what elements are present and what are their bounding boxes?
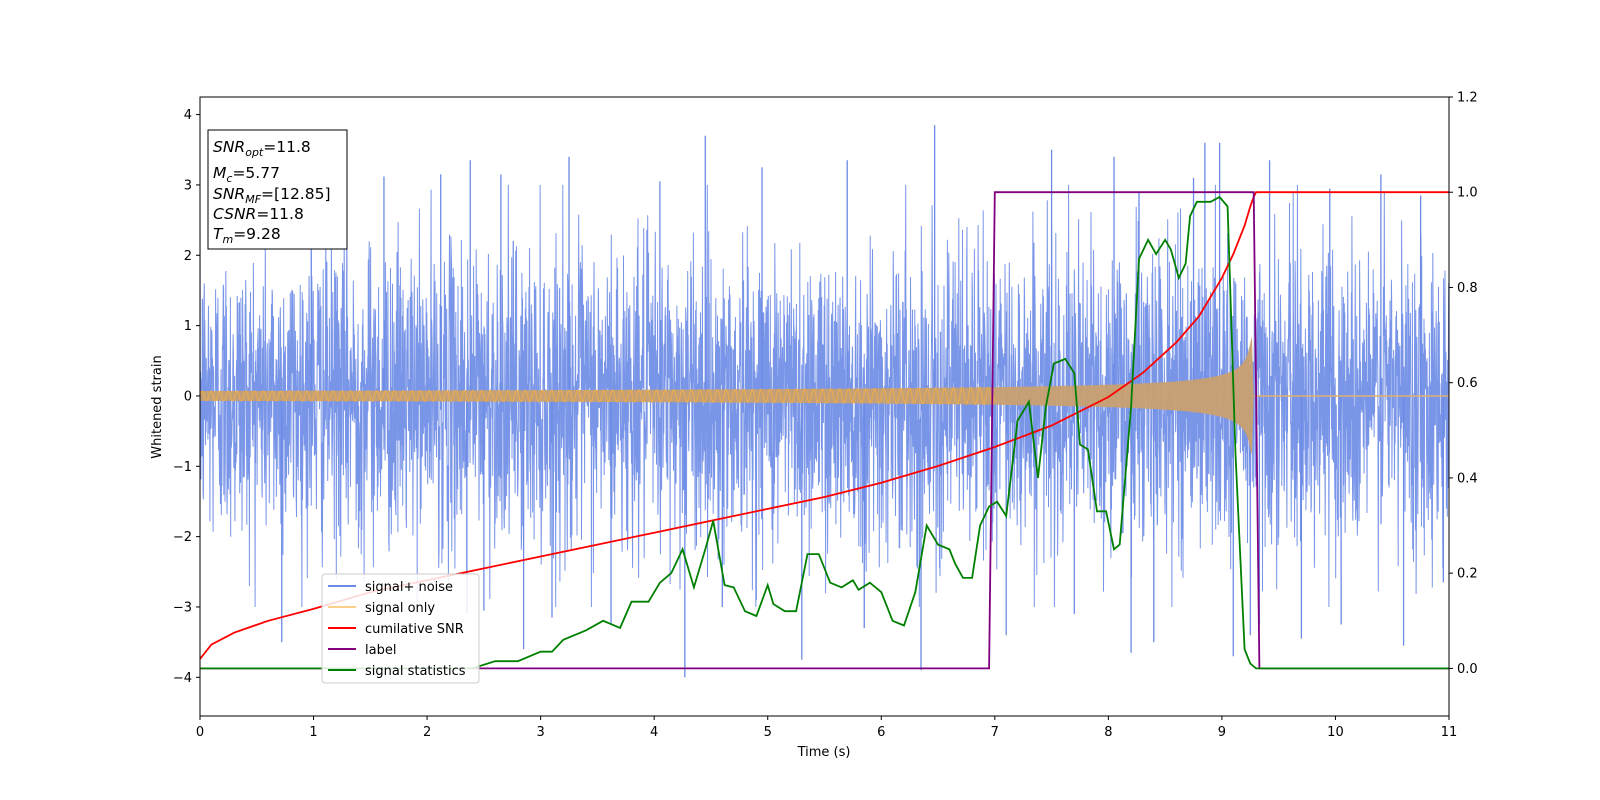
y2-tick-label: 0.4 <box>1457 471 1478 486</box>
y-tick-label: 4 <box>184 108 192 123</box>
svg-text:signal only: signal only <box>365 601 435 616</box>
y2-tick-label: 0.0 <box>1457 662 1478 677</box>
info-snr-opt: SNRopt=11.8 <box>213 138 311 159</box>
x-axis-label: Time (s) <box>797 745 851 760</box>
x-tick-label: 3 <box>536 725 544 740</box>
info-tm: Tm=9.28 <box>213 225 281 246</box>
chirp-envelope <box>200 336 1254 456</box>
series-signal-statistics <box>200 195 1449 670</box>
y2-axis-ticks: 1.2 1.0 0.8 0.6 0.4 0.2 0.0 <box>1449 91 1478 677</box>
y2-tick-label: 0.6 <box>1457 376 1478 391</box>
y-tick-label: −1 <box>173 460 192 475</box>
x-tick-label: 7 <box>991 725 999 740</box>
y-tick-label: 1 <box>184 319 192 334</box>
legend-item-cumilative-snr: cumilative SNR <box>328 622 464 637</box>
info-mc: Mc=5.77 <box>213 164 280 185</box>
info-snr-mf: SNRMF=[12.85] <box>213 185 331 206</box>
y-tick-label: −2 <box>173 530 192 545</box>
legend-item-signal-statistics: signal statistics <box>328 664 466 679</box>
series-signal-plus-noise <box>200 125 1449 678</box>
x-tick-label: 9 <box>1218 725 1226 740</box>
x-tick-label: 8 <box>1104 725 1112 740</box>
y-tick-label: 3 <box>184 178 192 193</box>
legend-item-signal-plus-noise: signal+ noise <box>328 580 453 595</box>
y2-tick-label: 1.2 <box>1457 91 1478 106</box>
y2-tick-label: 0.2 <box>1457 567 1478 582</box>
legend-item-signal-only: signal only <box>328 601 435 616</box>
y-axis-ticks: 4 3 2 1 0 −1 −2 −3 −4 <box>173 108 200 686</box>
y-axis-label: Whitened strain <box>150 355 165 458</box>
svg-text:cumilative SNR: cumilative SNR <box>365 622 464 637</box>
info-box: SNRopt=11.8 Mc=5.77 SNRMF=[12.85] CSNR=1… <box>207 129 348 250</box>
y2-tick-label: 0.8 <box>1457 281 1478 296</box>
y-tick-label: 2 <box>184 249 192 264</box>
plot-frame <box>199 96 1450 717</box>
legend-item-label: label <box>328 643 396 658</box>
legend: signal+ noise signal only cumilative SNR… <box>321 573 480 684</box>
x-tick-label: 6 <box>877 725 885 740</box>
x-axis-ticks: 0 1 2 3 4 5 6 7 8 9 10 11 <box>196 716 1457 740</box>
y-tick-label: 0 <box>184 389 192 404</box>
x-tick-label: 4 <box>650 725 658 740</box>
series-signal-only <box>200 336 1449 456</box>
svg-text:signal statistics: signal statistics <box>365 664 466 679</box>
info-csnr: CSNR=11.8 <box>213 205 304 223</box>
x-tick-label: 11 <box>1441 725 1458 740</box>
x-tick-label: 0 <box>196 725 204 740</box>
y-tick-label: −4 <box>173 671 192 686</box>
x-tick-label: 5 <box>764 725 772 740</box>
x-tick-label: 1 <box>309 725 317 740</box>
svg-text:label: label <box>365 643 396 658</box>
chirp-trace <box>200 386 996 406</box>
y2-tick-label: 1.0 <box>1457 186 1478 201</box>
svg-text:signal+ noise: signal+ noise <box>365 580 453 595</box>
x-tick-label: 10 <box>1327 725 1344 740</box>
x-tick-label: 2 <box>423 725 431 740</box>
y-tick-label: −3 <box>173 600 192 615</box>
